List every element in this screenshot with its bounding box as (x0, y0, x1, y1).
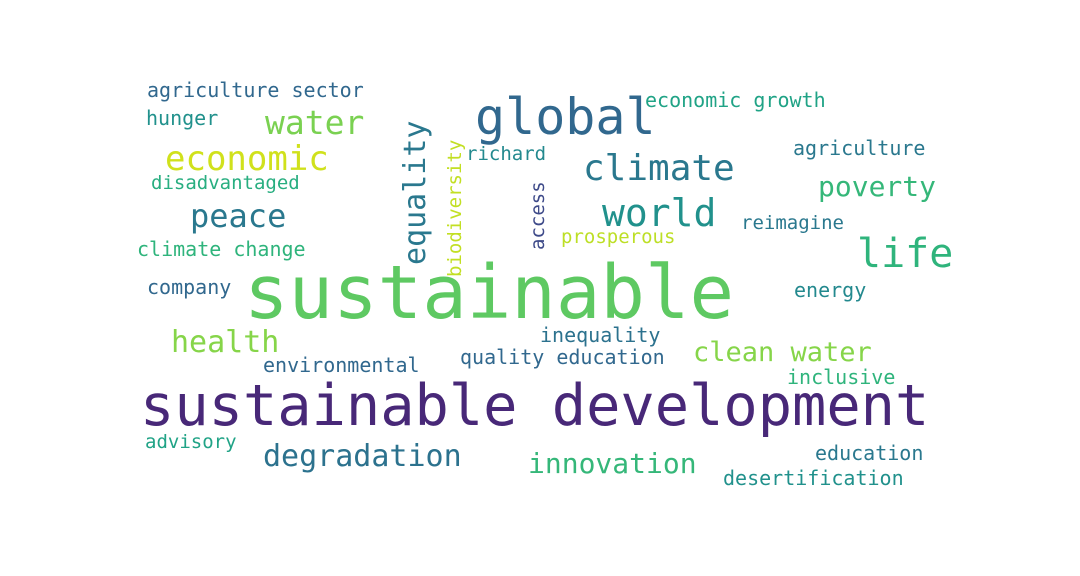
word-hunger: hunger (146, 106, 218, 130)
word-reimagine: reimagine (741, 212, 844, 234)
word-quality-education: quality education (460, 345, 665, 369)
word-agriculture-sector: agriculture sector (147, 78, 364, 102)
word-inclusive: inclusive (787, 365, 895, 389)
word-company: company (147, 275, 231, 299)
word-disadvantaged: disadvantaged (151, 172, 300, 194)
word-equality: equality (398, 121, 433, 266)
word-innovation: innovation (528, 447, 697, 480)
word-advisory: advisory (145, 431, 237, 453)
word-inequality: inequality (540, 323, 660, 347)
word-global: global (475, 88, 656, 146)
word-economic-growth: economic growth (645, 88, 826, 112)
word-water: water (265, 103, 364, 142)
word-degradation: degradation (263, 439, 462, 474)
word-sustainable: sustainable (244, 250, 734, 336)
word-richard: richard (466, 143, 546, 165)
word-life: life (857, 231, 953, 277)
word-climate-change: climate change (137, 237, 306, 261)
word-energy: energy (794, 278, 866, 302)
word-world: world (602, 191, 716, 235)
word-peace: peace (190, 197, 286, 235)
word-environmental: environmental (263, 353, 420, 377)
word-prosperous: prosperous (561, 226, 675, 248)
word-access: access (527, 181, 549, 250)
word-clean-water: clean water (693, 337, 872, 368)
word-climate: climate (583, 148, 735, 189)
word-biodiversity: biodiversity (444, 140, 466, 277)
word-poverty: poverty (818, 170, 936, 203)
word-economic: economic (165, 139, 329, 179)
word-education: education (815, 441, 923, 465)
word-health: health (171, 325, 279, 360)
word-desertification: desertification (723, 466, 904, 490)
word-sustainable-development: sustainable development (140, 373, 929, 439)
word-agriculture: agriculture (793, 136, 925, 160)
